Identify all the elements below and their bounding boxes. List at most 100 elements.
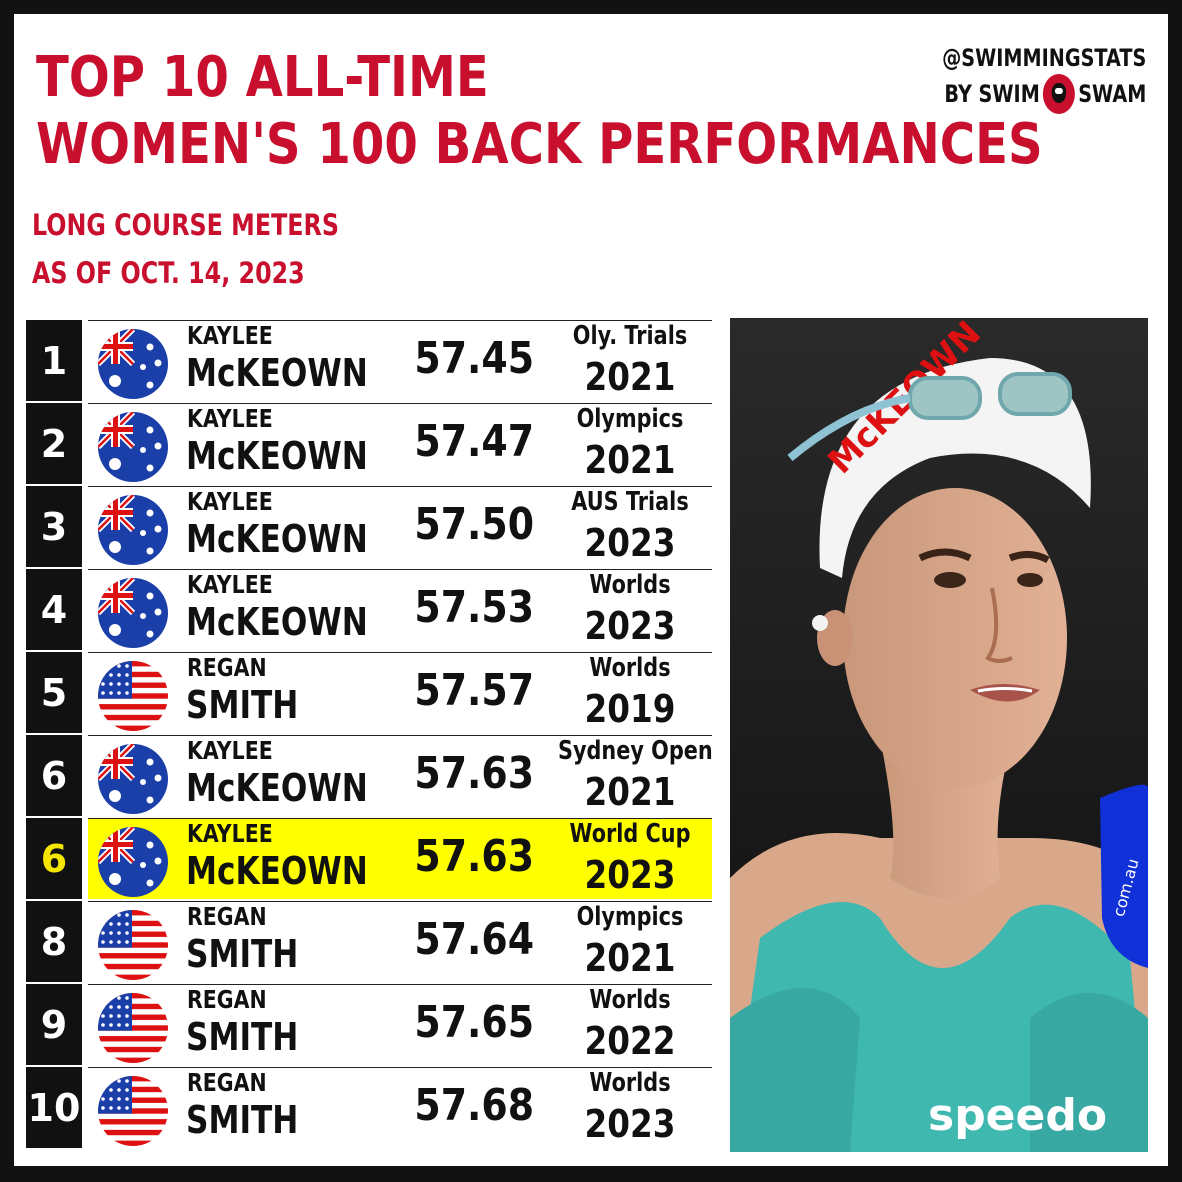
infographic-card: TOP 10 ALL-TIME WOMEN'S 100 BACK PERFORM… — [14, 14, 1168, 1166]
last-name: SMITH — [186, 683, 299, 727]
meet-name: Worlds — [589, 985, 671, 1015]
swim-time: 57.53 — [414, 582, 535, 633]
title-line-2: WOMEN'S 100 BACK PERFORMANCES — [36, 112, 1043, 177]
row-cell: REGAN SMITH 57.68 Worlds 2023 — [88, 1067, 712, 1148]
australia-flag-icon — [98, 329, 168, 399]
australia-flag-icon — [98, 578, 168, 648]
swimswam-logo-icon — [1042, 74, 1075, 114]
swim-time: 57.63 — [414, 748, 535, 799]
swim-time: 57.45 — [414, 333, 535, 384]
flag-icon — [98, 910, 168, 980]
swim-time: 57.65 — [414, 997, 535, 1048]
australia-flag-icon — [98, 744, 168, 814]
row-cell: KAYLEE McKEOWN 57.53 Worlds 2023 — [88, 569, 712, 650]
row-cell: KAYLEE McKEOWN 57.50 AUS Trials 2023 — [88, 486, 712, 567]
meet-name: Oly. Trials — [572, 321, 688, 351]
last-name: SMITH — [186, 1015, 299, 1059]
rank-number: 8 — [26, 901, 82, 982]
swim-time: 57.63 — [414, 831, 535, 882]
last-name: McKEOWN — [186, 351, 368, 395]
svg-text:speedo: speedo — [928, 1090, 1107, 1141]
usa-flag-icon — [98, 993, 168, 1063]
last-name: SMITH — [186, 932, 299, 976]
brand-by: BY SWIM — [944, 80, 1040, 108]
last-name: McKEOWN — [186, 434, 368, 478]
australia-flag-icon — [98, 827, 168, 897]
flag-icon — [98, 329, 168, 399]
first-name: REGAN — [187, 653, 267, 682]
meet-name: Worlds — [589, 1068, 671, 1098]
course-label: LONG COURSE METERS — [32, 208, 339, 242]
rank-number: 5 — [26, 652, 82, 733]
first-name: KAYLEE — [187, 321, 273, 350]
meet-name: AUS Trials — [571, 487, 689, 517]
flag-icon — [98, 993, 168, 1063]
rank-number: 9 — [26, 984, 82, 1065]
table-row: 3 KAYLEE McKEOWN 57.50 AUS Trials 2023 — [26, 486, 712, 567]
rank-number: 3 — [26, 486, 82, 567]
last-name: McKEOWN — [186, 849, 368, 893]
meet-year: 2021 — [584, 355, 676, 399]
meet-year: 2019 — [584, 687, 676, 731]
title-line-1: TOP 10 ALL-TIME — [36, 45, 489, 110]
brand-credit: @SWIMMINGSTATS BY SWIM SWAM — [891, 42, 1146, 114]
first-name: REGAN — [187, 985, 267, 1014]
table-row: 1 KAYLEE McKEOWN 57.45 Oly. Trials 2021 — [26, 320, 712, 401]
rank-number: 1 — [26, 320, 82, 401]
first-name: KAYLEE — [187, 570, 273, 599]
meet-year: 2022 — [584, 1019, 676, 1063]
date-label: AS OF OCT. 14, 2023 — [32, 256, 305, 290]
row-cell: REGAN SMITH 57.57 Worlds 2019 — [88, 652, 712, 733]
page-title: TOP 10 ALL-TIME WOMEN'S 100 BACK PERFORM… — [36, 46, 1043, 180]
swimmer-portrait-icon: McKEOWN com.au speedo — [730, 318, 1148, 1152]
swim-time: 57.57 — [414, 665, 535, 716]
swimmer-photo: McKEOWN com.au speedo — [730, 318, 1148, 1152]
flag-icon — [98, 744, 168, 814]
brand-logo-line: BY SWIM SWAM — [942, 74, 1146, 114]
meet-year: 2023 — [584, 1102, 676, 1146]
flag-icon — [98, 1076, 168, 1146]
row-cell: REGAN SMITH 57.64 Olympics 2021 — [88, 901, 712, 982]
row-cell: KAYLEE McKEOWN 57.47 Olympics 2021 — [88, 403, 712, 484]
usa-flag-icon — [98, 1076, 168, 1146]
rank-number: 6 — [26, 818, 82, 899]
first-name: REGAN — [187, 1068, 267, 1097]
rank-number: 10 — [26, 1067, 82, 1148]
brand-handle: @SWIMMINGSTATS — [941, 44, 1146, 72]
first-name: KAYLEE — [187, 487, 273, 516]
meet-year: 2021 — [584, 770, 676, 814]
last-name: McKEOWN — [186, 766, 368, 810]
flag-icon — [98, 578, 168, 648]
meet-year: 2023 — [584, 604, 676, 648]
last-name: SMITH — [186, 1098, 299, 1142]
meet-year: 2021 — [584, 936, 676, 980]
meet-name: Olympics — [576, 404, 684, 434]
table-row: 6 KAYLEE McKEOWN 57.63 World Cup 2023 — [26, 818, 712, 899]
flag-icon — [98, 661, 168, 731]
flag-icon — [98, 495, 168, 565]
meet-name: Olympics — [576, 902, 684, 932]
usa-flag-icon — [98, 910, 168, 980]
swim-time: 57.47 — [414, 416, 535, 467]
flag-icon — [98, 412, 168, 482]
first-name: KAYLEE — [187, 736, 273, 765]
table-row: 10 REGAN SMITH 57.68 Worlds 2023 — [26, 1067, 712, 1148]
table-row: 8 REGAN SMITH 57.64 Olympics 2021 — [26, 901, 712, 982]
row-cell: KAYLEE McKEOWN 57.63 Sydney Open 2021 — [88, 735, 713, 816]
australia-flag-icon — [98, 412, 168, 482]
meet-year: 2021 — [584, 438, 676, 482]
rank-number: 4 — [26, 569, 82, 650]
swim-time: 57.64 — [414, 914, 535, 965]
row-cell: KAYLEE McKEOWN 57.45 Oly. Trials 2021 — [88, 320, 712, 401]
first-name: KAYLEE — [187, 819, 273, 848]
last-name: McKEOWN — [186, 517, 368, 561]
row-cell: REGAN SMITH 57.65 Worlds 2022 — [88, 984, 712, 1065]
row-cell: KAYLEE McKEOWN 57.63 World Cup 2023 — [88, 818, 712, 899]
meet-name: World Cup — [569, 819, 691, 849]
first-name: KAYLEE — [187, 404, 273, 433]
swim-time: 57.68 — [414, 1080, 535, 1131]
subtitle: LONG COURSE METERS AS OF OCT. 14, 2023 — [32, 201, 339, 297]
meet-year: 2023 — [584, 853, 676, 897]
first-name: REGAN — [187, 902, 267, 931]
table-row: 2 KAYLEE McKEOWN 57.47 Olympics 2021 — [26, 403, 712, 484]
